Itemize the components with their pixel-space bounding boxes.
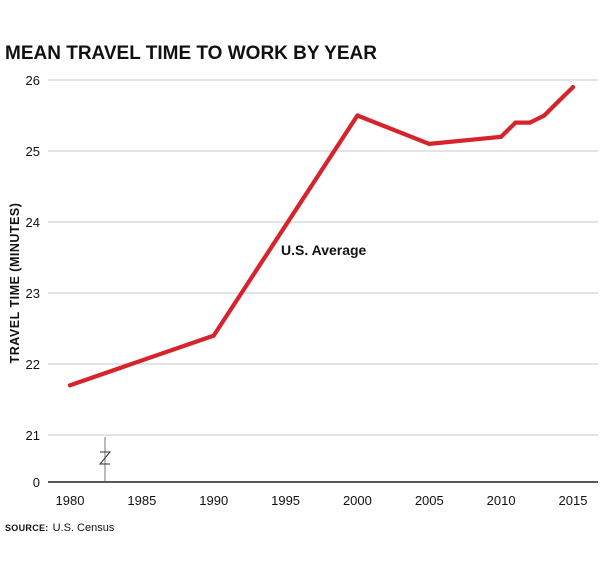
- y-tick-24: 24: [26, 215, 40, 230]
- series-layer: [67, 84, 576, 388]
- data-point-2015: [570, 85, 576, 90]
- y-tick-labels: 0 21 22 23 24 25 26: [26, 73, 40, 490]
- x-tick-1980: 1980: [56, 493, 85, 508]
- x-tick-1995: 1995: [271, 493, 300, 508]
- axis-break-marker: [98, 437, 112, 481]
- y-axis-label: TRAVEL TIME (MINUTES): [8, 203, 22, 364]
- break-zigzag: [98, 451, 112, 465]
- source-note: SOURCE: U.S. Census: [5, 522, 115, 534]
- y-tick-21: 21: [26, 428, 40, 443]
- data-point-2013: [542, 113, 547, 118]
- data-point-1990: [211, 333, 216, 338]
- x-tick-2010: 2010: [487, 493, 516, 508]
- data-point-2000: [355, 113, 360, 118]
- series-annotation: U.S. Average: [281, 242, 367, 258]
- x-tick-1985: 1985: [127, 493, 156, 508]
- y-tick-22: 22: [26, 357, 40, 372]
- x-tick-2005: 2005: [415, 493, 444, 508]
- x-tick-2015: 2015: [559, 493, 588, 508]
- data-point-2014: [556, 99, 561, 104]
- data-point-2012: [527, 120, 532, 125]
- source-label: SOURCE:: [5, 523, 49, 533]
- gridlines: [48, 79, 598, 483]
- y-tick-0: 0: [33, 475, 40, 490]
- chart-title: MEAN TRAVEL TIME TO WORK BY YEAR: [5, 43, 377, 64]
- data-point-2011: [513, 120, 518, 125]
- x-tick-2000: 2000: [343, 493, 372, 508]
- data-point-1980: [67, 383, 73, 388]
- y-tick-25: 25: [26, 144, 40, 159]
- y-tick-23: 23: [26, 286, 40, 301]
- x-tick-1990: 1990: [199, 493, 228, 508]
- data-point-2010: [499, 134, 504, 139]
- x-tick-labels: 1980 1985 1990 1995 2000 2005 2010 2015: [56, 493, 588, 508]
- y-tick-26: 26: [26, 73, 40, 88]
- data-point-2005: [427, 141, 432, 146]
- source-text: U.S. Census: [53, 522, 115, 534]
- series-line-0: [67, 84, 576, 388]
